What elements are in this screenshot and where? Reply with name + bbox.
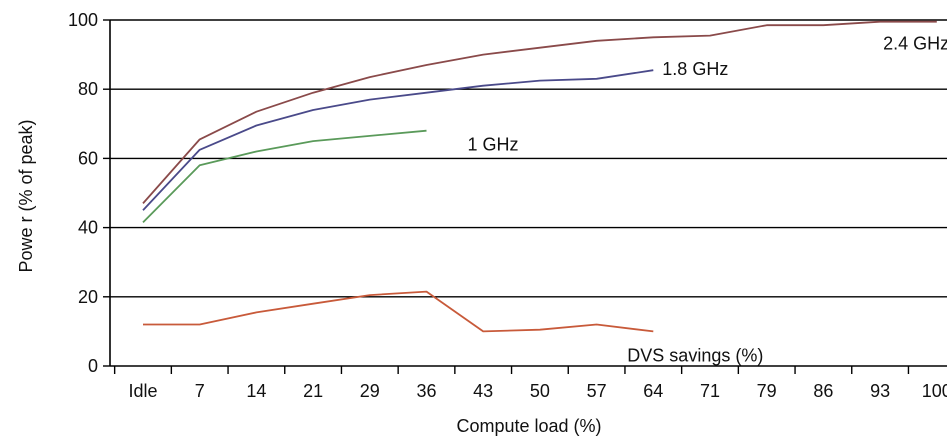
x-tick-label-36: 36 [416, 381, 436, 401]
y-tick-label-0: 0 [88, 356, 98, 376]
x-tick-label-64: 64 [643, 381, 663, 401]
x-tick-label-21: 21 [303, 381, 323, 401]
x-tick-label-50: 50 [530, 381, 550, 401]
series-label-1-8-ghz: 1.8 GHz [662, 59, 728, 79]
x-axis-title: Compute load (%) [456, 416, 601, 436]
x-tick-label-14: 14 [246, 381, 266, 401]
series-label-1-ghz: 1 GHz [468, 135, 519, 155]
series-line-dvs-savings [143, 290, 654, 333]
series-label-dvs-savings: DVS savings (%) [627, 345, 763, 365]
series-label-2-4-ghz: 2.4 GHz [883, 34, 947, 54]
series-line-2-4-ghz [142, 20, 937, 204]
x-tick-label-7: 7 [195, 381, 205, 401]
x-tick-label-43: 43 [473, 381, 493, 401]
grid-layer [110, 19, 947, 298]
y-tick-label-100: 100 [68, 10, 98, 30]
x-tick-label-57: 57 [587, 381, 607, 401]
x-tick-label-100: 100 [922, 381, 947, 401]
y-tick-label-20: 20 [78, 287, 98, 307]
y-axis-title: Powe r (% of peak) [16, 119, 36, 272]
x-tick-label-86: 86 [813, 381, 833, 401]
label-layer: 2.4 GHz 1.8 GHz 1 GHz DVS savings (%) [468, 34, 947, 366]
x-tick-label-idle: Idle [128, 381, 157, 401]
axis-layer: 0 20 40 60 80 100 Idle 7 14 21 29 36 43 50 57 64 71 79 86 9… [68, 10, 947, 401]
x-tick-label-29: 29 [360, 381, 380, 401]
x-tick-label-79: 79 [757, 381, 777, 401]
series-line-1-ghz [142, 129, 427, 224]
y-tick-label-60: 60 [78, 148, 98, 168]
series-layer [142, 20, 937, 333]
y-tick-label-80: 80 [78, 79, 98, 99]
x-tick-label-93: 93 [870, 381, 890, 401]
y-tick-label-40: 40 [78, 218, 98, 238]
series-line-1-8-ghz [142, 69, 654, 211]
x-tick-label-71: 71 [700, 381, 720, 401]
